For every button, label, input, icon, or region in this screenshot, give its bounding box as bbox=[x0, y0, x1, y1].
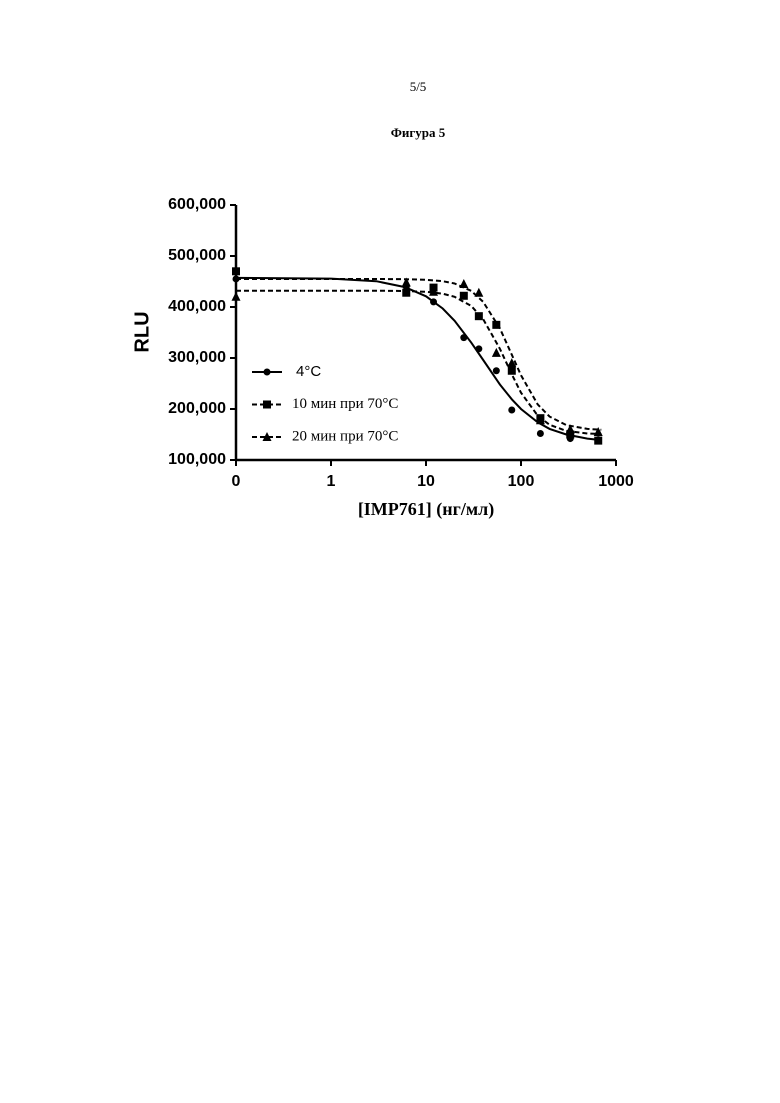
data-point bbox=[232, 292, 241, 301]
y-tick-label: 600,000 bbox=[168, 196, 226, 213]
data-point bbox=[459, 279, 468, 288]
data-point bbox=[430, 298, 437, 305]
legend-label: 20 мин при 70°C bbox=[292, 428, 398, 444]
x-tick-label: 10 bbox=[417, 473, 435, 490]
data-point bbox=[232, 267, 240, 275]
fit-curve bbox=[236, 279, 601, 430]
data-point bbox=[474, 288, 483, 297]
data-point bbox=[537, 430, 544, 437]
x-tick-label: 1 bbox=[327, 473, 336, 490]
y-tick-label: 100,000 bbox=[168, 451, 226, 468]
y-tick-label: 200,000 bbox=[168, 400, 226, 417]
page-svg: 5/5 Фигура 5 RLU [IMP761] (нг/мл) 100,00… bbox=[0, 0, 780, 1103]
data-point bbox=[402, 289, 410, 297]
page: 5/5 Фигура 5 RLU [IMP761] (нг/мл) 100,00… bbox=[0, 0, 780, 1103]
data-point bbox=[594, 437, 602, 445]
x-tick-label: 1000 bbox=[598, 473, 634, 490]
data-point bbox=[402, 278, 411, 287]
data-point bbox=[460, 334, 467, 341]
figure-label: Фигура 5 bbox=[391, 125, 446, 140]
data-point bbox=[460, 292, 468, 300]
y-tick-label: 500,000 bbox=[168, 247, 226, 264]
y-tick-label: 300,000 bbox=[168, 349, 226, 366]
data-point bbox=[475, 345, 482, 352]
y-axis-title: RLU bbox=[131, 311, 153, 352]
x-axis-title: [IMP761] (нг/мл) bbox=[358, 499, 494, 520]
x-tick-label: 0 bbox=[232, 473, 241, 490]
y-tick-label: 400,000 bbox=[168, 298, 226, 315]
data-point bbox=[508, 367, 516, 375]
legend-marker bbox=[263, 401, 271, 409]
data-point bbox=[475, 312, 483, 320]
data-point bbox=[594, 427, 603, 436]
legend-marker bbox=[264, 369, 271, 376]
page-number: 5/5 bbox=[410, 79, 427, 94]
data-point bbox=[493, 367, 500, 374]
data-point bbox=[508, 407, 515, 414]
legend-label: 10 мин при 70°C bbox=[292, 396, 398, 412]
fit-curve bbox=[236, 278, 601, 440]
legend-label: 4°C bbox=[296, 363, 321, 380]
fit-curve bbox=[236, 291, 601, 434]
x-tick-label: 100 bbox=[508, 473, 535, 490]
